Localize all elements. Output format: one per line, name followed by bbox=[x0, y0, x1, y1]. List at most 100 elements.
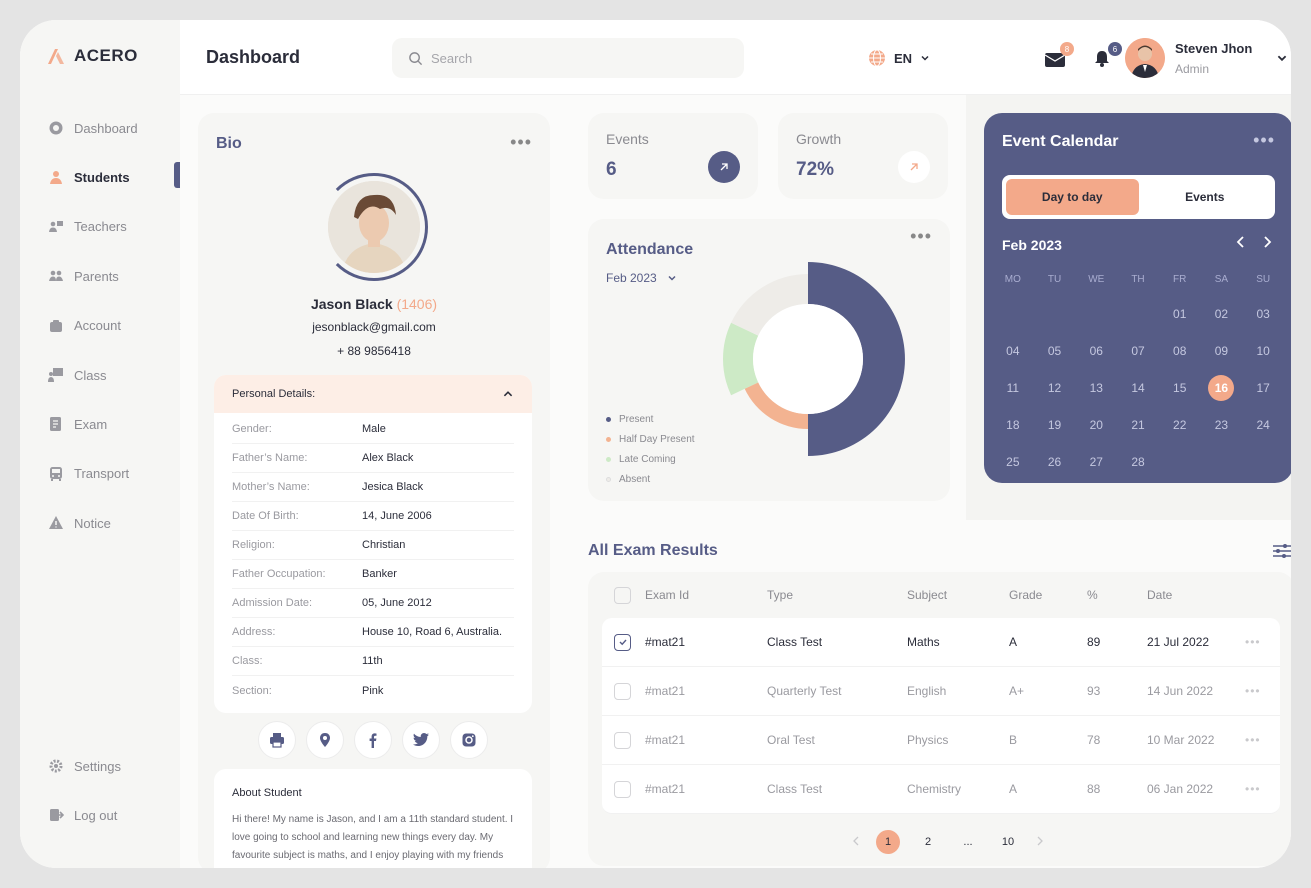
calendar-day[interactable]: 01 bbox=[1159, 295, 1201, 332]
sidebar-item-transport[interactable]: Transport bbox=[48, 464, 129, 484]
cell-percent: 88 bbox=[1087, 782, 1101, 796]
sidebar-item-dashboard[interactable]: Dashboard bbox=[48, 118, 138, 138]
user-menu[interactable]: Steven Jhon Admin bbox=[1125, 38, 1288, 78]
calendar-title: Event Calendar bbox=[1002, 133, 1119, 150]
attendance-month-select[interactable]: Feb 2023 bbox=[606, 271, 677, 285]
calendar-day[interactable]: 10 bbox=[1242, 332, 1284, 369]
more-options-icon[interactable]: ••• bbox=[510, 132, 532, 152]
language-selector[interactable]: EN bbox=[868, 49, 930, 67]
calendar-day[interactable]: 21 bbox=[1117, 406, 1159, 443]
chevron-right-icon[interactable] bbox=[1261, 235, 1273, 249]
table-row[interactable]: #mat21 Oral Test Physics B 78 10 Mar 2022 ••• bbox=[602, 716, 1280, 765]
sidebar-item-label: Log out bbox=[74, 807, 118, 823]
sidebar-item-settings[interactable]: Settings bbox=[48, 756, 121, 776]
calendar-day[interactable]: 15 bbox=[1159, 369, 1201, 406]
calendar-panel: Event Calendar ••• Day to day Events Feb… bbox=[966, 95, 1291, 520]
sidebar-item-students[interactable]: Students bbox=[48, 167, 130, 187]
events-stat-card[interactable]: Events 6 bbox=[588, 113, 758, 199]
calendar-day[interactable]: 17 bbox=[1242, 369, 1284, 406]
notification-button[interactable]: 6 bbox=[1092, 42, 1122, 70]
select-all-checkbox[interactable] bbox=[614, 586, 631, 604]
row-checkbox[interactable] bbox=[614, 731, 631, 749]
table-row[interactable]: #mat21 Class Test Maths A 89 21 Jul 2022 ••• bbox=[602, 618, 1280, 667]
calendar-day[interactable]: 28 bbox=[1117, 443, 1159, 480]
sidebar-item-notice[interactable]: Notice bbox=[48, 513, 111, 533]
row-checkbox[interactable] bbox=[614, 633, 631, 651]
page-button[interactable]: 1 bbox=[876, 830, 900, 854]
sidebar-item-parents[interactable]: Parents bbox=[48, 266, 119, 286]
twitter-button[interactable] bbox=[402, 721, 440, 759]
sidebar-item-logout[interactable]: Log out bbox=[48, 805, 117, 825]
personal-details-header[interactable]: Personal Details: bbox=[214, 375, 532, 413]
tab-events[interactable]: Events bbox=[1185, 190, 1225, 204]
next-page-button[interactable] bbox=[1036, 836, 1044, 849]
more-options-icon[interactable]: ••• bbox=[910, 226, 932, 246]
calendar-day[interactable]: 07 bbox=[1117, 332, 1159, 369]
search-bar[interactable] bbox=[392, 38, 744, 78]
calendar-day[interactable]: 12 bbox=[1034, 369, 1076, 406]
calendar-day[interactable]: 18 bbox=[992, 406, 1034, 443]
calendar-day[interactable]: 22 bbox=[1159, 406, 1201, 443]
page-button[interactable]: 10 bbox=[1001, 836, 1015, 848]
detail-row: Religion: Christian bbox=[232, 531, 514, 560]
row-more-icon[interactable]: ••• bbox=[1245, 733, 1261, 747]
sidebar-item-exam[interactable]: Exam bbox=[48, 414, 107, 434]
calendar-day[interactable]: 19 bbox=[1034, 406, 1076, 443]
row-checkbox[interactable] bbox=[614, 682, 631, 700]
search-input[interactable] bbox=[431, 50, 731, 66]
calendar-day[interactable]: 16 bbox=[1201, 369, 1243, 406]
calendar-day[interactable]: 27 bbox=[1075, 443, 1117, 480]
chevron-down-icon bbox=[921, 55, 929, 61]
sidebar-item-teachers[interactable]: Teachers bbox=[48, 217, 127, 237]
prev-page-button[interactable] bbox=[852, 836, 860, 849]
growth-stat-card[interactable]: Growth 72% bbox=[778, 113, 948, 199]
tab-day-to-day[interactable]: Day to day bbox=[1006, 179, 1139, 215]
table-row[interactable]: #mat21 Quarterly Test English A+ 93 14 Jun 20… bbox=[602, 667, 1280, 716]
calendar-day[interactable]: 24 bbox=[1242, 406, 1284, 443]
calendar-day[interactable]: 14 bbox=[1117, 369, 1159, 406]
exam-results-title: All Exam Results bbox=[588, 542, 718, 559]
events-open-button[interactable] bbox=[708, 151, 740, 183]
calendar-day[interactable]: 09 bbox=[1201, 332, 1243, 369]
more-options-icon[interactable]: ••• bbox=[1253, 130, 1275, 150]
sidebar-item-class[interactable]: Class bbox=[48, 365, 107, 385]
attendance-donut-chart bbox=[723, 262, 905, 456]
calendar-day[interactable]: 02 bbox=[1201, 295, 1243, 332]
mail-button[interactable]: 8 bbox=[1044, 42, 1074, 70]
calendar-day[interactable]: 13 bbox=[1075, 369, 1117, 406]
sidebar-item-account[interactable]: Account bbox=[48, 316, 121, 336]
chevron-up-icon[interactable] bbox=[502, 388, 514, 400]
calendar-day[interactable]: 03 bbox=[1242, 295, 1284, 332]
filter-icon[interactable] bbox=[1272, 542, 1291, 560]
bio-card: Bio ••• Jason Black (1406) jesonblack@gm… bbox=[198, 113, 550, 868]
chevron-left-icon[interactable] bbox=[1235, 235, 1247, 249]
facebook-button[interactable] bbox=[354, 721, 392, 759]
table-row[interactable]: #mat21 Class Test Chemistry A 88 06 Jan 2022 •… bbox=[602, 765, 1280, 814]
calendar-day[interactable]: 25 bbox=[992, 443, 1034, 480]
calendar-day[interactable]: 08 bbox=[1159, 332, 1201, 369]
calendar-day[interactable]: 06 bbox=[1075, 332, 1117, 369]
brand-logo[interactable]: ACERO bbox=[46, 46, 138, 66]
row-more-icon[interactable]: ••• bbox=[1245, 782, 1261, 796]
row-more-icon[interactable]: ••• bbox=[1245, 684, 1261, 698]
page-button[interactable]: 2 bbox=[924, 836, 932, 848]
student-email: jesonblack@gmail.com bbox=[312, 320, 436, 334]
row-more-icon[interactable]: ••• bbox=[1245, 635, 1261, 649]
cell-exam-id: #mat21 bbox=[645, 684, 686, 698]
active-indicator bbox=[174, 162, 180, 188]
calendar-day[interactable]: 20 bbox=[1075, 406, 1117, 443]
calendar-day[interactable]: 26 bbox=[1034, 443, 1076, 480]
print-button[interactable] bbox=[258, 721, 296, 759]
detail-value: House 10, Road 6, Australia. bbox=[362, 626, 503, 638]
row-checkbox[interactable] bbox=[614, 780, 631, 798]
calendar-day[interactable]: 04 bbox=[992, 332, 1034, 369]
calendar-day[interactable]: 05 bbox=[1034, 332, 1076, 369]
location-button[interactable] bbox=[306, 721, 344, 759]
calendar-day[interactable]: 11 bbox=[992, 369, 1034, 406]
calendar-day-label: 13 bbox=[1089, 380, 1103, 395]
instagram-button[interactable] bbox=[450, 721, 488, 759]
calendar-empty-cell bbox=[992, 295, 1034, 332]
detail-value: Banker bbox=[362, 568, 397, 580]
calendar-day[interactable]: 23 bbox=[1201, 406, 1243, 443]
growth-open-button[interactable] bbox=[898, 151, 930, 183]
